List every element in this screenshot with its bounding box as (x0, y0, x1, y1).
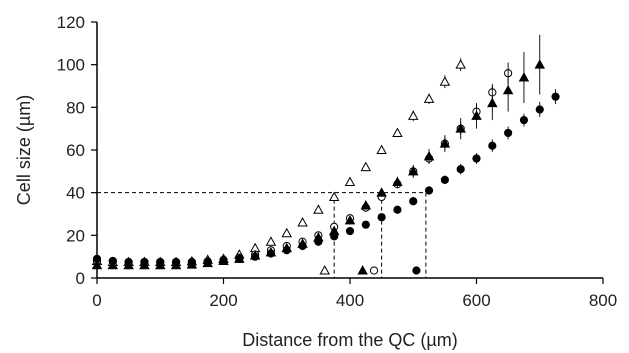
x-axis-label: Distance from the QC (µm) (242, 330, 457, 350)
data-point (439, 138, 451, 148)
data-point (392, 176, 403, 187)
data-point (471, 110, 482, 120)
data-point (344, 176, 356, 187)
data-point (266, 249, 276, 258)
data-point (235, 254, 244, 263)
data-point (156, 257, 165, 267)
data-point (91, 259, 103, 270)
x-tick-label: 800 (589, 291, 617, 310)
y-tick-label: 100 (57, 56, 85, 75)
data-point (92, 254, 102, 263)
data-point (345, 226, 355, 236)
data-point (376, 187, 387, 197)
data-point (504, 128, 513, 138)
data-point (409, 197, 418, 206)
data-point (455, 123, 466, 133)
data-point (108, 256, 117, 266)
data-point (377, 213, 386, 222)
axis-marker (369, 266, 379, 275)
axis-marker (357, 265, 368, 275)
data-point (282, 246, 291, 255)
data-point (344, 214, 356, 225)
data-point (314, 237, 323, 246)
data-point (360, 200, 372, 210)
data-point (313, 204, 324, 214)
data-point (440, 175, 449, 184)
y-tick-label: 60 (66, 141, 85, 160)
axis-marker (319, 265, 330, 275)
data-point (376, 144, 387, 155)
y-tick-label: 40 (66, 184, 85, 203)
data-point (456, 165, 465, 174)
data-point (487, 97, 498, 108)
data-point (518, 72, 530, 82)
data-point (124, 257, 133, 267)
data-point (488, 141, 497, 150)
data-point (393, 205, 402, 214)
y-tick-label: 120 (57, 13, 85, 32)
data-point (502, 84, 514, 95)
x-tick-label: 0 (92, 291, 101, 310)
data-point (203, 257, 212, 267)
y-tick-label: 0 (76, 269, 85, 288)
data-point (423, 150, 435, 161)
data-point (251, 252, 260, 261)
x-tick-label: 200 (209, 291, 237, 310)
data-point (281, 227, 292, 238)
data-point (219, 256, 228, 266)
data-point (298, 241, 307, 251)
plot-area: 0 200 400 600 800 0 20 40 60 80 100 120 (57, 13, 618, 310)
y-axis-label: Cell size (µm) (14, 95, 34, 205)
data-point (328, 191, 340, 201)
data-point (472, 154, 481, 163)
data-point (424, 186, 434, 195)
y-tick-label: 80 (66, 98, 85, 117)
x-tick-label: 600 (462, 291, 490, 310)
data-point (423, 93, 435, 103)
data-point (265, 236, 277, 246)
data-point (551, 92, 560, 101)
data-point (171, 257, 181, 267)
data-point (534, 59, 545, 69)
axis-marker (412, 266, 421, 275)
x-tick-label: 400 (336, 291, 364, 310)
data-point (140, 257, 149, 267)
data-point (360, 161, 372, 172)
data-point (392, 127, 403, 137)
data-point (187, 257, 196, 267)
data-point (361, 220, 370, 229)
y-tick-label: 20 (66, 226, 85, 245)
data-point (535, 105, 544, 114)
data-point (439, 76, 451, 86)
data-point (408, 165, 419, 176)
data-point (455, 59, 466, 69)
data-point (330, 232, 339, 241)
data-point (297, 217, 308, 227)
data-point (408, 110, 419, 120)
data-point (519, 116, 529, 125)
